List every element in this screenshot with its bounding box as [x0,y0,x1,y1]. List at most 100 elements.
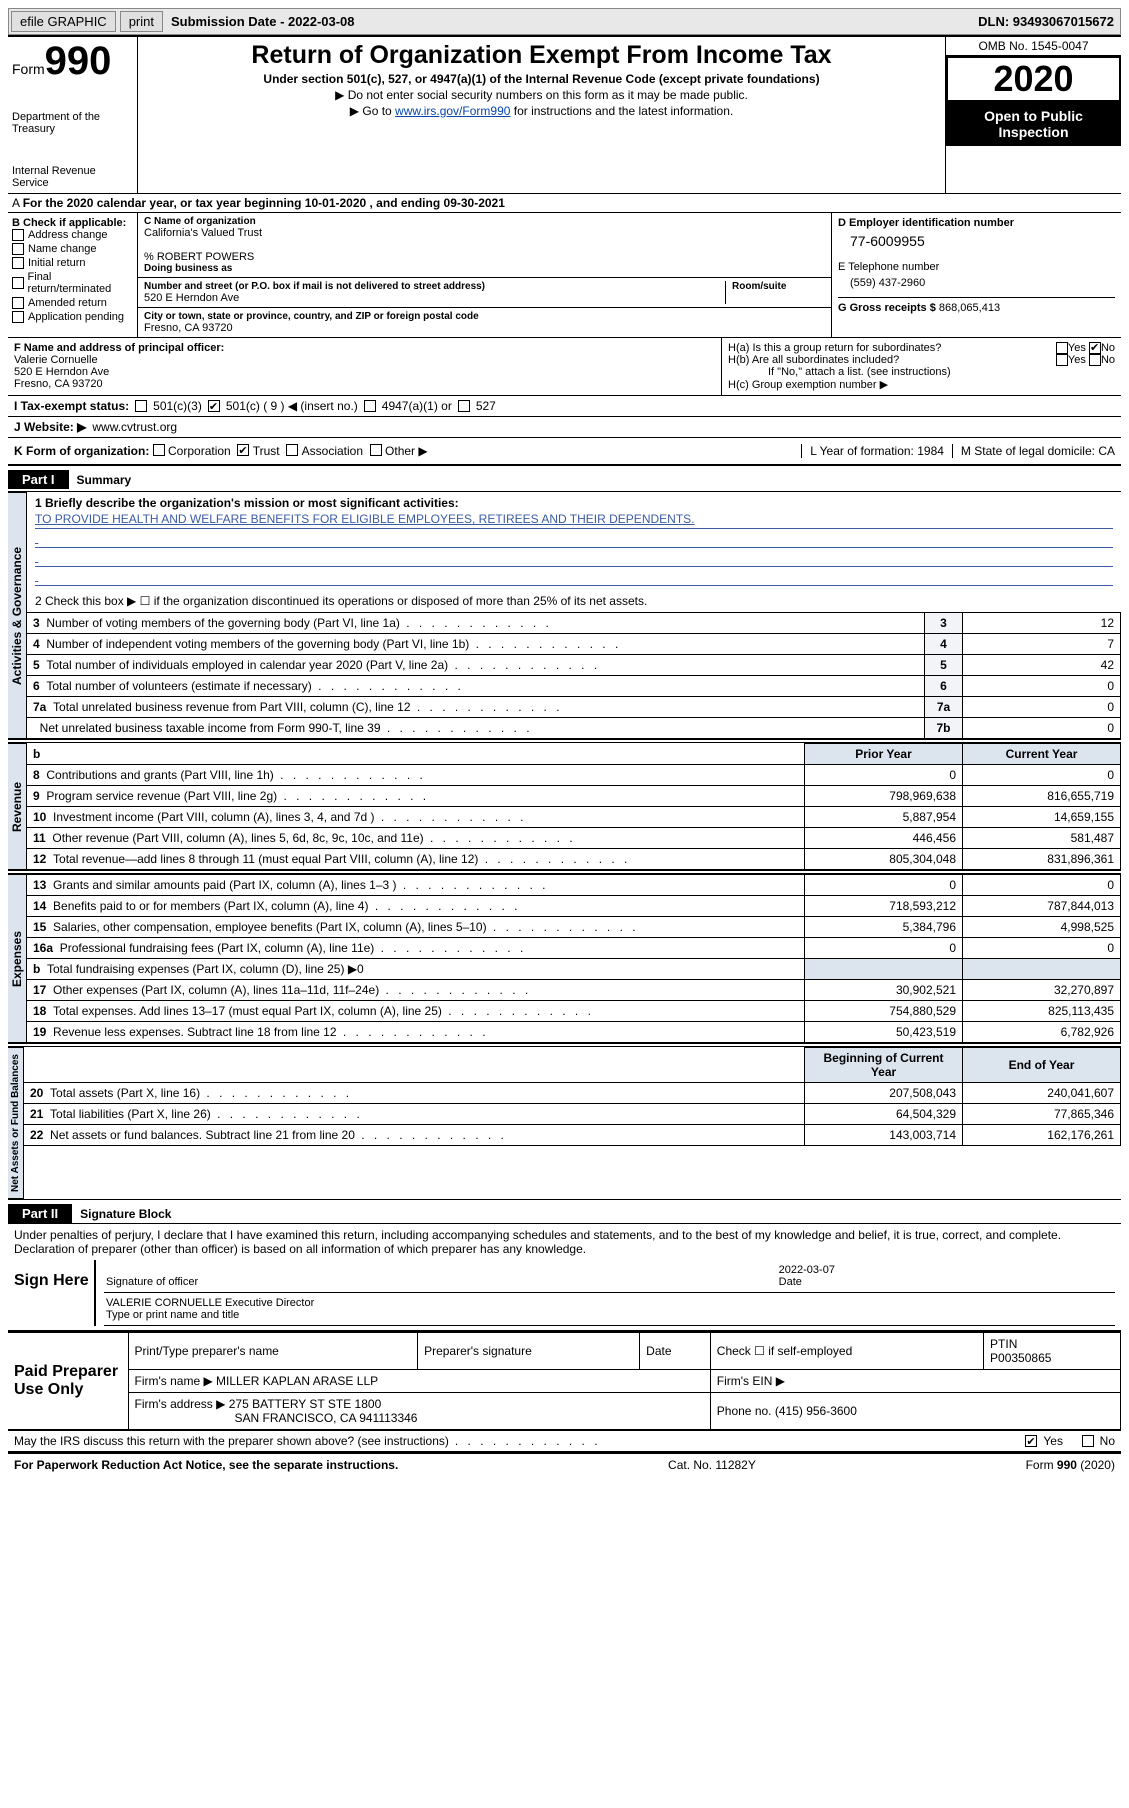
chk-discuss-yes[interactable] [1025,1435,1037,1447]
revenue-table: bPrior YearCurrent Year8 Contributions a… [27,743,1121,870]
efile-button[interactable]: efile GRAPHIC [11,11,116,32]
officer-street: 520 E Herndon Ave [14,366,715,378]
hc-label: H(c) Group exemption number ▶ [728,378,1115,391]
q2-text: 2 Check this box ▶ ☐ if the organization… [35,594,1113,608]
opt-trust: Trust [253,444,280,458]
chk-hb-yes[interactable] [1056,354,1068,366]
form990-link[interactable]: www.irs.gov/Form990 [395,104,510,118]
omb-number: OMB No. 1545-0047 [946,37,1121,56]
section-b-label: B Check if applicable: [12,217,133,229]
ptin-value: P00350865 [990,1351,1051,1365]
opt-501c: 501(c) ( 9 ) ◀ (insert no.) [226,399,358,413]
part1-title: Summary [69,473,132,487]
discuss-question: May the IRS discuss this return with the… [14,1434,449,1448]
chk-other[interactable] [370,444,382,456]
part1-tab: Part I [8,470,69,489]
street-address: 520 E Herndon Ave [144,292,725,304]
dba-label: Doing business as [144,263,825,274]
chk-4947[interactable] [364,400,376,412]
chk-trust[interactable] [237,444,249,456]
ein-label: D Employer identification number [838,217,1115,229]
row-a-text: A [12,196,23,210]
form-word: Form [12,61,45,77]
expenses-table: 13 Grants and similar amounts paid (Part… [27,874,1121,1043]
vert-expenses: Expenses [8,874,27,1043]
vert-netassets: Net Assets or Fund Balances [8,1047,24,1199]
tax-year: 2020 [946,56,1121,102]
chk-corp[interactable] [153,444,165,456]
chk-amended-return[interactable] [12,297,24,309]
q1-blank2 [35,548,1113,567]
firm-addr1: 275 BATTERY ST STE 1800 [229,1397,382,1411]
chk-501c3[interactable] [135,400,147,412]
footer-left: For Paperwork Reduction Act Notice, see … [14,1458,398,1472]
gross-receipts-value: 868,065,413 [939,302,1000,314]
part2-title: Signature Block [72,1207,171,1221]
hb-label: H(b) Are all subordinates included? [728,354,899,366]
org-name: California's Valued Trust [144,227,825,239]
lbl-app-pending: Application pending [28,311,124,323]
discuss-no: No [1100,1434,1115,1448]
city-label: City or town, state or province, country… [144,311,825,322]
form-number: 990 [45,39,112,83]
vert-revenue: Revenue [8,743,27,870]
chk-initial-return[interactable] [12,257,24,269]
chk-501c[interactable] [208,400,220,412]
opt-corp: Corporation [168,444,231,458]
firm-ein-label: Firm's EIN ▶ [710,1370,1120,1393]
officer-name-title: VALERIE CORNUELLE Executive Director [106,1297,314,1309]
opt-other: Other ▶ [385,444,428,458]
chk-527[interactable] [458,400,470,412]
chk-discuss-no[interactable] [1082,1435,1094,1447]
form-org-label: K Form of organization: [14,444,149,458]
prep-date-hdr: Date [640,1332,711,1370]
ha-label: H(a) Is this a group return for subordin… [728,342,941,354]
prep-name-hdr: Print/Type preparer's name [128,1332,418,1370]
irs-label: Internal Revenue Service [12,165,133,189]
prep-phone: (415) 956-3600 [775,1404,857,1418]
chk-hb-no[interactable] [1089,354,1101,366]
firm-name: MILLER KAPLAN ARASE LLP [216,1374,378,1388]
street-label: Number and street (or P.O. box if mail i… [144,281,725,292]
opt-527: 527 [476,399,496,413]
ha-no: No [1101,342,1115,354]
chk-ha-no[interactable] [1089,342,1101,354]
ein-value: 77-6009955 [850,233,1115,249]
governance-table: 3 Number of voting members of the govern… [27,612,1121,739]
sig-date-label: Date [779,1276,802,1288]
lbl-final-return: Final return/terminated [28,271,133,295]
officer-name: Valerie Cornuelle [14,354,715,366]
submission-date: Submission Date - 2022-03-08 [167,14,359,29]
lbl-amended-return: Amended return [28,297,107,309]
phone-label: E Telephone number [838,261,1115,273]
firm-addr2: SAN FRANCISCO, CA 941113346 [135,1411,418,1425]
website-label: J Website: ▶ [14,420,86,434]
chk-assoc[interactable] [286,444,298,456]
chk-app-pending[interactable] [12,311,24,323]
year-formation: L Year of formation: 1984 [801,444,952,458]
preparer-table: Paid Preparer Use Only Print/Type prepar… [8,1331,1121,1431]
officer-label: F Name and address of principal officer: [14,342,715,354]
chk-name-change[interactable] [12,243,24,255]
dept-treasury: Department of the Treasury [12,111,133,135]
hb-no: No [1101,354,1115,366]
opt-501c3: 501(c)(3) [153,399,202,413]
footer-right: Form 990 (2020) [1026,1458,1115,1472]
type-print-label: Type or print name and title [106,1309,239,1321]
officer-city: Fresno, CA 93720 [14,378,715,390]
note-goto-post: for instructions and the latest informat… [510,104,733,118]
subtitle: Under section 501(c), 527, or 4947(a)(1)… [142,72,941,86]
main-title: Return of Organization Exempt From Incom… [142,41,941,70]
prep-check-hdr: Check ☐ if self-employed [710,1332,983,1370]
hb-yes: Yes [1068,354,1086,366]
footer-mid: Cat. No. 11282Y [668,1458,756,1472]
chk-final-return[interactable] [12,277,24,289]
row-a-period: For the 2020 calendar year, or tax year … [23,196,505,210]
top-toolbar: efile GRAPHIC print Submission Date - 20… [8,8,1121,35]
discuss-yes: Yes [1043,1434,1063,1448]
chk-address-change[interactable] [12,229,24,241]
q1-blank3 [35,567,1113,586]
print-button[interactable]: print [120,11,163,32]
vert-governance: Activities & Governance [8,492,27,739]
chk-ha-yes[interactable] [1056,342,1068,354]
